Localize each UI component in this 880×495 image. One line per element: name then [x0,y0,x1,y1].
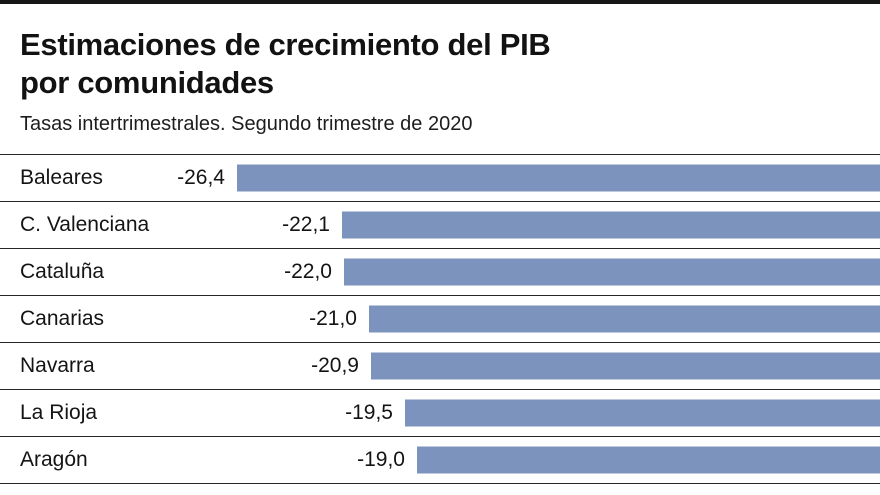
chart-row: Cataluña -22,0 [0,248,880,295]
bar [344,258,880,286]
chart-row: La Rioja -19,5 [0,389,880,436]
value-label: -21,0 [309,307,357,330]
chart-title-line2: por comunidades [20,65,274,100]
category-label: Baleares [20,166,103,189]
category-label: Aragón [20,448,88,471]
value-label: -26,4 [177,166,225,189]
category-label: Navarra [20,354,95,377]
chart-row: Aragón -19,0 [0,436,880,484]
category-label: Canarias [20,307,105,330]
chart-header: Estimaciones de crecimiento del PIB por … [0,4,880,136]
value-label: -19,0 [357,448,405,471]
chart-title-line1: Estimaciones de crecimiento del PIB [20,27,551,62]
chart-row: Canarias -21,0 [0,295,880,342]
bar [342,211,880,239]
bar [417,446,880,474]
bar [371,352,880,380]
chart-subtitle: Tasas intertrimestrales. Segundo trimest… [20,113,473,135]
bar [405,399,880,427]
chart-row: C. Valenciana -22,1 [0,201,880,248]
category-label: C. Valenciana [20,213,150,236]
category-label: Cataluña [20,260,105,283]
chart-row: Navarra -20,9 [0,342,880,389]
value-label: -20,9 [311,354,359,377]
top-accent-bar [0,0,880,4]
bar-chart: Baleares -26,4 C. Valenciana -22,1 Cataluña -… [0,154,880,484]
chart-title: Estimaciones de crecimiento del PIB por … [20,26,860,102]
bar [237,164,880,192]
category-label: La Rioja [20,401,98,424]
bar [369,305,880,333]
value-label: -22,0 [284,260,332,283]
chart-row: Baleares -26,4 [0,154,880,201]
value-label: -22,1 [282,213,330,236]
value-label: -19,5 [345,401,393,424]
